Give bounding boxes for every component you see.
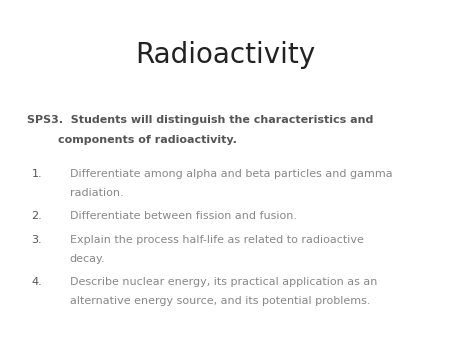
Text: 2.: 2.	[32, 211, 42, 221]
Text: alternative energy source, and its potential problems.: alternative energy source, and its poten…	[70, 296, 370, 306]
Text: Differentiate among alpha and beta particles and gamma: Differentiate among alpha and beta parti…	[70, 169, 392, 179]
Text: radiation.: radiation.	[70, 188, 123, 198]
Text: 4.: 4.	[32, 277, 42, 287]
Text: SPS3.  Students will distinguish the characteristics and: SPS3. Students will distinguish the char…	[27, 115, 374, 125]
Text: decay.: decay.	[70, 254, 105, 264]
Text: Radioactivity: Radioactivity	[135, 41, 315, 69]
Text: Explain the process half-life as related to radioactive: Explain the process half-life as related…	[70, 235, 364, 245]
Text: Describe nuclear energy, its practical application as an: Describe nuclear energy, its practical a…	[70, 277, 377, 287]
Text: Differentiate between fission and fusion.: Differentiate between fission and fusion…	[70, 211, 297, 221]
Text: 1.: 1.	[32, 169, 42, 179]
Text: 3.: 3.	[32, 235, 42, 245]
Text: components of radioactivity.: components of radioactivity.	[27, 135, 237, 145]
